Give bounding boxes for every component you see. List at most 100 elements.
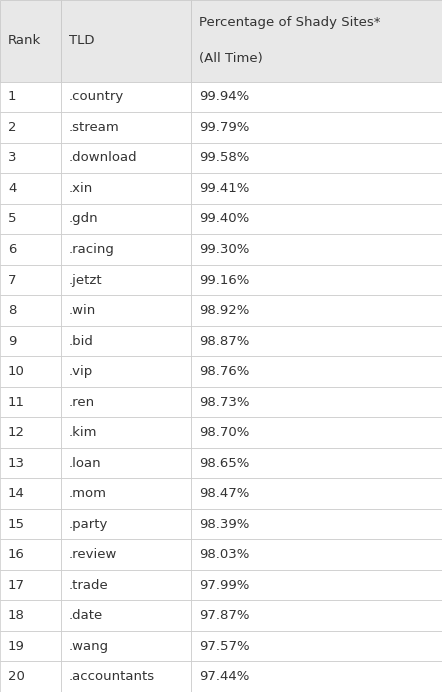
Text: .win: .win bbox=[69, 304, 96, 317]
Bar bbox=[191, 173, 442, 203]
Bar bbox=[191, 295, 442, 326]
Bar bbox=[61, 173, 191, 203]
Text: 99.30%: 99.30% bbox=[199, 243, 250, 256]
Text: 20: 20 bbox=[8, 671, 25, 683]
Text: .kim: .kim bbox=[69, 426, 97, 439]
Text: 98.73%: 98.73% bbox=[199, 396, 250, 408]
Text: .loan: .loan bbox=[69, 457, 102, 470]
Text: 16: 16 bbox=[8, 548, 25, 561]
Bar bbox=[191, 265, 442, 295]
Text: 2: 2 bbox=[8, 121, 16, 134]
Text: .bid: .bid bbox=[69, 334, 94, 347]
Text: 97.99%: 97.99% bbox=[199, 579, 250, 592]
Text: .country: .country bbox=[69, 91, 124, 103]
Bar bbox=[0, 509, 61, 540]
Text: .mom: .mom bbox=[69, 487, 107, 500]
Bar bbox=[61, 570, 191, 601]
Text: 12: 12 bbox=[8, 426, 25, 439]
Bar bbox=[191, 601, 442, 631]
Text: .jetzt: .jetzt bbox=[69, 273, 103, 286]
Text: Percentage of Shady Sites*: Percentage of Shady Sites* bbox=[199, 17, 381, 29]
Bar bbox=[191, 478, 442, 509]
Bar bbox=[191, 326, 442, 356]
Bar bbox=[191, 203, 442, 234]
Bar bbox=[191, 356, 442, 387]
Text: .date: .date bbox=[69, 609, 103, 622]
Text: 99.40%: 99.40% bbox=[199, 212, 250, 226]
Bar bbox=[61, 540, 191, 570]
Text: 3: 3 bbox=[8, 152, 16, 165]
Text: .review: .review bbox=[69, 548, 117, 561]
Text: .ren: .ren bbox=[69, 396, 95, 408]
Text: 4: 4 bbox=[8, 182, 16, 195]
Bar bbox=[0, 82, 61, 112]
Text: 5: 5 bbox=[8, 212, 16, 226]
Text: 99.16%: 99.16% bbox=[199, 273, 250, 286]
Text: 99.79%: 99.79% bbox=[199, 121, 250, 134]
Bar bbox=[0, 387, 61, 417]
Text: 98.76%: 98.76% bbox=[199, 365, 250, 378]
Bar bbox=[0, 0, 61, 82]
Text: 98.70%: 98.70% bbox=[199, 426, 250, 439]
Bar bbox=[191, 631, 442, 662]
Bar bbox=[0, 570, 61, 601]
Bar bbox=[0, 173, 61, 203]
Text: 98.39%: 98.39% bbox=[199, 518, 250, 531]
Text: .stream: .stream bbox=[69, 121, 120, 134]
Bar bbox=[61, 356, 191, 387]
Bar bbox=[0, 662, 61, 692]
Bar bbox=[61, 0, 191, 82]
Bar bbox=[61, 143, 191, 173]
Text: .accountants: .accountants bbox=[69, 671, 155, 683]
Text: 98.92%: 98.92% bbox=[199, 304, 250, 317]
Bar bbox=[191, 234, 442, 265]
Bar bbox=[0, 478, 61, 509]
Text: 14: 14 bbox=[8, 487, 25, 500]
Text: 99.58%: 99.58% bbox=[199, 152, 250, 165]
Text: 97.57%: 97.57% bbox=[199, 639, 250, 653]
Bar bbox=[191, 509, 442, 540]
Text: 1: 1 bbox=[8, 91, 16, 103]
Text: 98.65%: 98.65% bbox=[199, 457, 250, 470]
Bar bbox=[61, 112, 191, 143]
Bar bbox=[191, 387, 442, 417]
Text: .wang: .wang bbox=[69, 639, 109, 653]
Bar bbox=[0, 203, 61, 234]
Bar bbox=[61, 662, 191, 692]
Text: Rank: Rank bbox=[8, 35, 41, 47]
Bar bbox=[0, 631, 61, 662]
Bar bbox=[0, 143, 61, 173]
Bar bbox=[61, 601, 191, 631]
Bar bbox=[191, 112, 442, 143]
Text: 17: 17 bbox=[8, 579, 25, 592]
Text: 13: 13 bbox=[8, 457, 25, 470]
Bar bbox=[191, 540, 442, 570]
Text: (All Time): (All Time) bbox=[199, 53, 263, 65]
Bar bbox=[61, 387, 191, 417]
Text: .download: .download bbox=[69, 152, 137, 165]
Text: 11: 11 bbox=[8, 396, 25, 408]
Bar bbox=[61, 265, 191, 295]
Text: .trade: .trade bbox=[69, 579, 109, 592]
Text: .racing: .racing bbox=[69, 243, 115, 256]
Bar bbox=[61, 478, 191, 509]
Text: 98.87%: 98.87% bbox=[199, 334, 250, 347]
Bar bbox=[61, 448, 191, 478]
Bar bbox=[191, 143, 442, 173]
Bar bbox=[61, 631, 191, 662]
Text: 98.03%: 98.03% bbox=[199, 548, 250, 561]
Text: 19: 19 bbox=[8, 639, 25, 653]
Text: 99.41%: 99.41% bbox=[199, 182, 250, 195]
Text: 98.47%: 98.47% bbox=[199, 487, 250, 500]
Bar bbox=[191, 82, 442, 112]
Bar bbox=[0, 448, 61, 478]
Bar bbox=[0, 112, 61, 143]
Bar bbox=[191, 0, 442, 82]
Text: .vip: .vip bbox=[69, 365, 93, 378]
Bar bbox=[61, 326, 191, 356]
Bar bbox=[0, 540, 61, 570]
Text: 10: 10 bbox=[8, 365, 25, 378]
Text: 7: 7 bbox=[8, 273, 16, 286]
Bar bbox=[191, 448, 442, 478]
Text: 8: 8 bbox=[8, 304, 16, 317]
